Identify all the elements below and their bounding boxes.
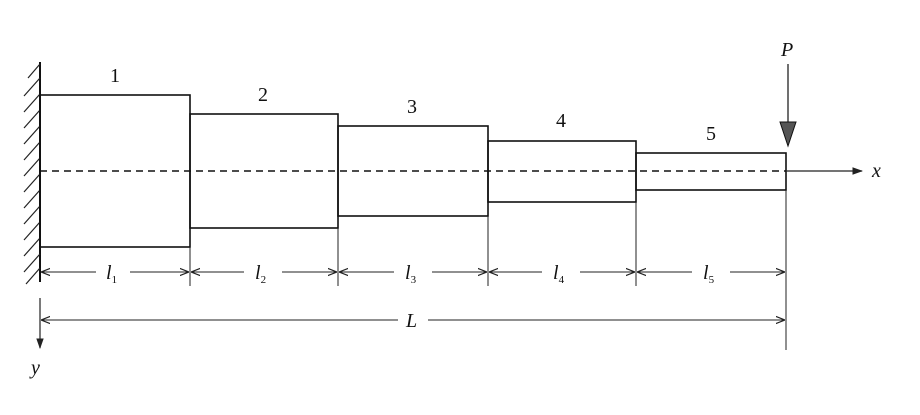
segment-number-2: 2 [258, 84, 268, 106]
load-arrow-p [779, 64, 797, 148]
x-axis-label: x [871, 160, 881, 182]
length-label-l2: l2 [255, 262, 266, 286]
total-length-label: L [405, 310, 417, 332]
fixed-wall-support [23, 62, 41, 285]
y-axis-label: y [29, 357, 40, 379]
length-label-l5: l5 [703, 262, 715, 286]
length-label-l1: l1 [106, 262, 117, 286]
segment-number-5: 5 [706, 123, 716, 145]
dimension-extension-lines [189, 190, 787, 350]
load-label: P [780, 39, 793, 61]
length-label-l4: l4 [553, 262, 565, 286]
segment-number-3: 3 [407, 96, 417, 118]
length-label-l3: l3 [405, 262, 417, 286]
segment-number-4: 4 [556, 110, 566, 132]
segment-number-1: 1 [110, 65, 120, 87]
